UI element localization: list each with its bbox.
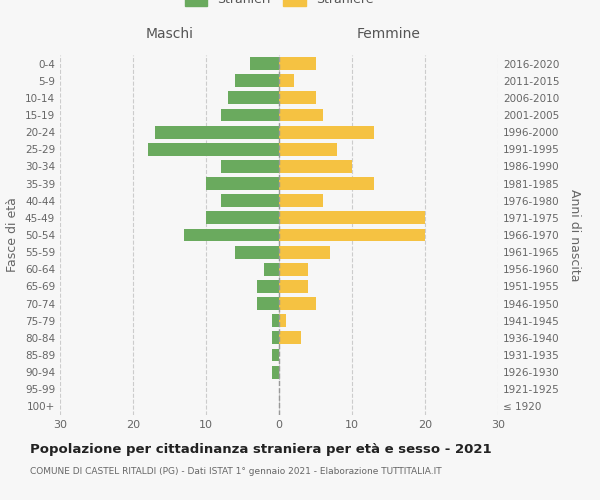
Bar	[279, 57, 316, 70]
Legend: Stranieri, Straniere: Stranieri, Straniere	[179, 0, 380, 12]
Bar	[279, 160, 352, 173]
Bar	[279, 212, 425, 224]
Bar	[279, 246, 330, 258]
Bar	[279, 314, 286, 327]
Bar	[155, 126, 279, 138]
Bar	[184, 228, 279, 241]
Bar	[279, 332, 301, 344]
Bar	[250, 57, 279, 70]
Bar	[148, 143, 279, 156]
Bar	[279, 177, 374, 190]
Bar	[221, 108, 279, 122]
Bar	[272, 366, 279, 378]
Bar	[206, 177, 279, 190]
Bar	[228, 92, 279, 104]
Bar	[279, 194, 323, 207]
Bar	[279, 263, 308, 276]
Bar	[221, 160, 279, 173]
Bar	[279, 228, 425, 241]
Bar	[272, 348, 279, 362]
Bar	[279, 297, 316, 310]
Bar	[279, 126, 374, 138]
Bar	[221, 194, 279, 207]
Bar	[265, 263, 279, 276]
Bar	[257, 280, 279, 293]
Bar	[206, 212, 279, 224]
Text: Femmine: Femmine	[356, 28, 421, 42]
Text: COMUNE DI CASTEL RITALDI (PG) - Dati ISTAT 1° gennaio 2021 - Elaborazione TUTTIT: COMUNE DI CASTEL RITALDI (PG) - Dati IST…	[30, 468, 442, 476]
Bar	[257, 297, 279, 310]
Bar	[272, 332, 279, 344]
Bar	[272, 314, 279, 327]
Text: Popolazione per cittadinanza straniera per età e sesso - 2021: Popolazione per cittadinanza straniera p…	[30, 442, 491, 456]
Bar	[235, 74, 279, 87]
Text: Maschi: Maschi	[146, 28, 193, 42]
Bar	[235, 246, 279, 258]
Bar	[279, 92, 316, 104]
Bar	[279, 143, 337, 156]
Bar	[279, 280, 308, 293]
Y-axis label: Fasce di età: Fasce di età	[7, 198, 19, 272]
Bar	[279, 74, 293, 87]
Bar	[279, 108, 323, 122]
Y-axis label: Anni di nascita: Anni di nascita	[568, 188, 581, 281]
